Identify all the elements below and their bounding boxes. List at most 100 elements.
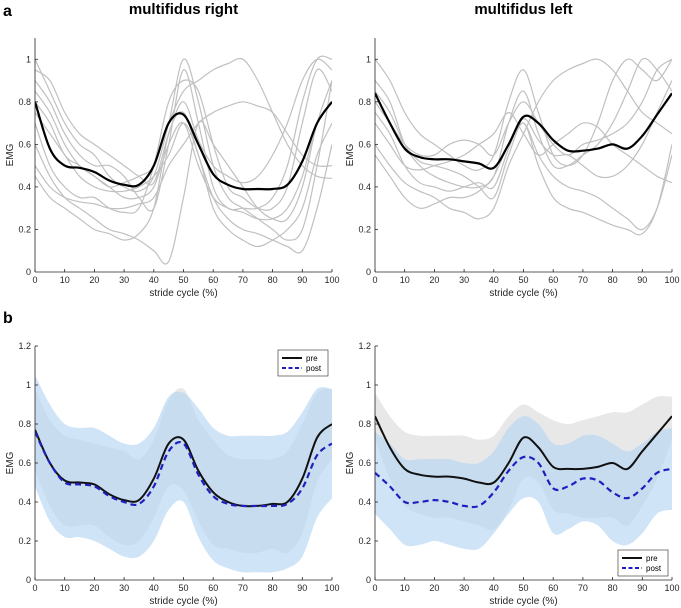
y-tick-label-zero: 0 — [26, 267, 31, 277]
x-tick-label: 30 — [119, 583, 129, 593]
y-tick-label: 1 — [26, 380, 31, 390]
individual-trace-1 — [375, 58, 672, 171]
individual-trace-3 — [35, 68, 332, 214]
x-tick-label: 70 — [578, 275, 588, 285]
y-tick-label: 0.8 — [18, 97, 31, 107]
legend-label-pre: pre — [646, 554, 658, 563]
x-tick-label: 80 — [268, 275, 278, 285]
y-tick-label: 1 — [366, 380, 371, 390]
y-tick-label: 1 — [26, 54, 31, 64]
x-axis-label: stride cycle (%) — [149, 596, 217, 607]
y-tick-label: 0.2 — [18, 536, 31, 546]
x-tick-label: 10 — [400, 275, 410, 285]
x-tick-label: 60 — [548, 583, 558, 593]
y-tick-label: 0.2 — [358, 536, 371, 546]
post-band — [35, 375, 332, 573]
individual-trace-8 — [35, 58, 332, 186]
x-tick-label: 30 — [459, 583, 469, 593]
x-axis-label: stride cycle (%) — [489, 288, 557, 299]
y-tick-label-zero: 0 — [366, 575, 371, 585]
x-tick-label: 80 — [608, 583, 618, 593]
x-tick-label: 100 — [664, 275, 679, 285]
y-axis-label: EMG — [345, 143, 356, 166]
mean-line — [375, 92, 672, 170]
x-tick-label: 100 — [324, 583, 339, 593]
legend-label-pre: pre — [306, 354, 318, 363]
y-tick-label: 0.6 — [18, 458, 31, 468]
x-tick-label: 100 — [324, 275, 339, 285]
x-tick-label: 70 — [238, 275, 248, 285]
y-tick-label: 1.2 — [18, 341, 31, 351]
post-line — [375, 455, 672, 509]
individual-trace-5 — [375, 90, 672, 236]
chart-b-left: 0 10 20 30 40 50 60 70 80 90 100 0 0.2 0.4 0.6 0.8 1 1.2 s… — [345, 341, 680, 607]
individual-trace-1 — [35, 58, 332, 241]
pre-line — [35, 423, 332, 508]
plot-area — [35, 375, 332, 573]
individual-trace-3 — [375, 122, 672, 231]
panel-label-b: b — [3, 310, 13, 327]
x-tick-label: 90 — [297, 583, 307, 593]
x-axis-label: stride cycle (%) — [149, 288, 217, 299]
y-tick-label: 0.6 — [358, 139, 371, 149]
x-tick-label: 20 — [89, 583, 99, 593]
x-tick-label: 30 — [459, 275, 469, 285]
x-tick-label: 90 — [297, 275, 307, 285]
x-tick-label: 20 — [429, 583, 439, 593]
chart-title: multifidus right — [129, 1, 238, 18]
individual-trace-6 — [35, 111, 332, 254]
post-band — [375, 416, 672, 551]
y-tick-label: 0.8 — [358, 97, 371, 107]
x-tick-label: 60 — [208, 583, 218, 593]
x-tick-label: 80 — [268, 583, 278, 593]
x-tick-label: 0 — [372, 275, 377, 285]
x-tick-label: 10 — [400, 583, 410, 593]
x-tick-label: 50 — [178, 275, 188, 285]
x-tick-label: 0 — [32, 275, 37, 285]
y-tick-label: 0.4 — [18, 497, 31, 507]
x-tick-label: 60 — [208, 275, 218, 285]
individual-trace-4 — [35, 80, 332, 265]
x-tick-label: 50 — [178, 583, 188, 593]
y-tick-label: 0.8 — [18, 419, 31, 429]
plot-area — [35, 55, 332, 265]
y-tick-label: 0.6 — [358, 458, 371, 468]
individual-trace-10 — [35, 112, 332, 248]
x-tick-label: 0 — [372, 583, 377, 593]
legend-label-post: post — [646, 564, 662, 573]
chart-a-right: multifidus right 0 10 20 30 40 50 60 70 80 90 100 0 0… — [5, 1, 340, 299]
x-tick-label: 10 — [60, 275, 70, 285]
chart-b-right: 0 10 20 30 40 50 60 70 80 90 100 0 0.2 0.4 0.6 0.8 1 1.2 s… — [5, 341, 340, 607]
y-axis-label: EMG — [345, 451, 356, 474]
y-tick-label: 0.4 — [18, 182, 31, 192]
plot-area — [375, 392, 672, 551]
post-line — [35, 431, 332, 508]
x-tick-label: 40 — [149, 583, 159, 593]
legend-box — [617, 549, 669, 577]
x-tick-label: 40 — [489, 583, 499, 593]
y-tick-label: 1.2 — [358, 341, 371, 351]
x-tick-label: 20 — [89, 275, 99, 285]
x-tick-label: 70 — [578, 583, 588, 593]
individual-trace-7 — [375, 58, 672, 157]
individual-trace-6 — [375, 58, 672, 220]
x-tick-label: 90 — [637, 583, 647, 593]
y-axis-label: EMG — [5, 451, 16, 474]
legend-box — [277, 349, 329, 377]
x-tick-label: 100 — [664, 583, 679, 593]
y-tick-label: 0.6 — [18, 139, 31, 149]
x-axis-label: stride cycle (%) — [489, 596, 557, 607]
x-tick-label: 80 — [608, 275, 618, 285]
mean-line — [35, 101, 332, 191]
y-tick-label: 1 — [366, 54, 371, 64]
y-tick-label: 0.4 — [358, 182, 371, 192]
x-tick-label: 40 — [149, 275, 159, 285]
y-tick-label-zero: 0 — [26, 575, 31, 585]
individual-trace-9 — [35, 101, 332, 210]
y-axis-label: EMG — [5, 143, 16, 166]
individual-trace-8 — [375, 80, 672, 192]
x-tick-label: 10 — [60, 583, 70, 593]
y-tick-label: 0.4 — [358, 497, 371, 507]
legend-label-post: post — [306, 364, 322, 373]
